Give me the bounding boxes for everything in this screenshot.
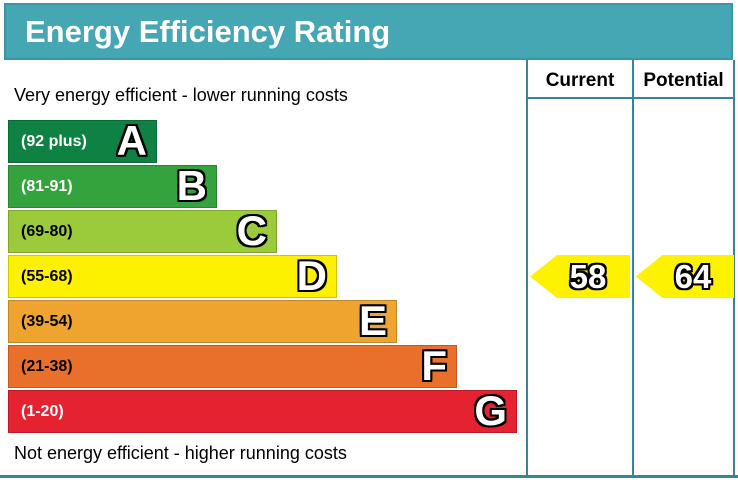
band-c-letter: C — [236, 207, 267, 254]
band-c-range-label: (69-80) — [21, 223, 73, 240]
current-rating-value: 58 — [569, 258, 607, 295]
band-f-letter: F — [421, 342, 447, 389]
band-a: (92 plus) A — [8, 120, 157, 163]
band-g: (1-20) G — [8, 390, 517, 433]
caption-not-efficient: Not energy efficient - higher running co… — [14, 443, 347, 463]
band-d-range-label: (55-68) — [21, 268, 73, 285]
potential-rating-arrow: 64 — [636, 255, 734, 298]
band-b: (81-91) B — [8, 165, 217, 208]
band-a-letter: A — [116, 117, 147, 164]
current-column-left-divider — [526, 60, 528, 477]
potential-column-header: Potential — [643, 70, 724, 91]
caption-very-efficient: Very energy efficient - lower running co… — [14, 85, 348, 105]
current-column-header: Current — [545, 70, 615, 91]
band-e: (39-54) E — [8, 300, 397, 343]
potential-column-left-divider — [632, 60, 634, 477]
band-b-letter: B — [176, 162, 207, 209]
header-underline — [526, 97, 735, 99]
band-a-range-label: (92 plus) — [21, 133, 87, 150]
band-b-range-label: (81-91) — [21, 178, 73, 195]
current-rating-arrow: 58 — [530, 255, 630, 298]
band-d-letter: D — [296, 252, 327, 299]
band-f-range-label: (21-38) — [21, 358, 73, 375]
band-d: (55-68) D — [8, 255, 337, 298]
chart-bottom-border — [0, 475, 738, 478]
potential-rating-value: 64 — [674, 258, 712, 295]
title-bar: Energy Efficiency Rating — [4, 3, 733, 60]
band-f: (21-38) F — [8, 345, 457, 388]
page-title: Energy Efficiency Rating — [25, 14, 391, 49]
band-c: (69-80) C — [8, 210, 277, 253]
band-e-letter: E — [358, 297, 387, 344]
band-g-letter: G — [474, 387, 507, 434]
band-e-range-label: (39-54) — [21, 313, 73, 330]
band-g-range-label: (1-20) — [21, 403, 64, 420]
table-right-border — [733, 60, 735, 477]
